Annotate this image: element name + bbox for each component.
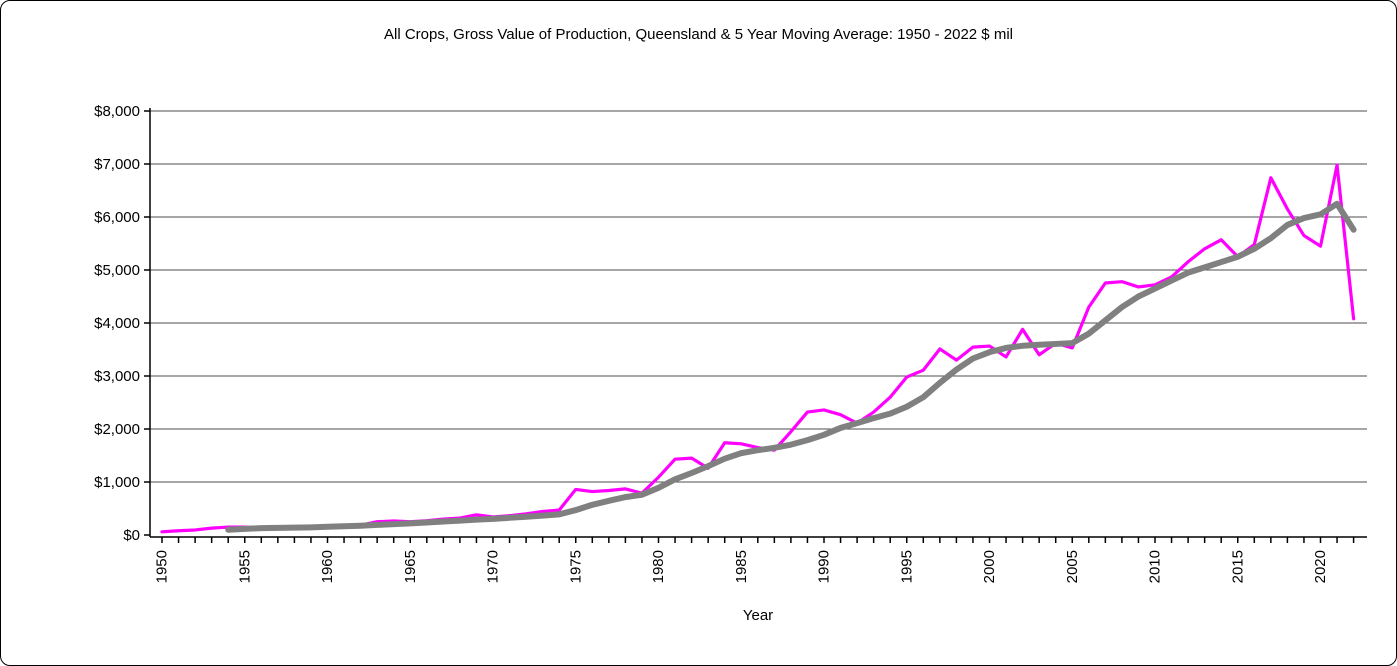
x-tick-label: 1970 bbox=[485, 550, 502, 583]
chart-title: All Crops, Gross Value of Production, Qu… bbox=[384, 26, 1013, 43]
x-axis-title: Year bbox=[742, 607, 774, 624]
x-tick-label: 2020 bbox=[1312, 550, 1329, 583]
x-tick-label: 1995 bbox=[898, 550, 915, 583]
series-line-5-year-moving-average bbox=[225, 200, 1357, 533]
y-tick-label: $0 bbox=[123, 527, 140, 544]
x-tick-label: 2005 bbox=[1064, 550, 1081, 583]
x-tick-label: 2010 bbox=[1147, 550, 1164, 583]
y-tick-label: $8,000 bbox=[94, 103, 140, 120]
y-tick-label: $4,000 bbox=[94, 315, 140, 332]
x-tick-label: 1950 bbox=[154, 550, 171, 583]
x-tick-label: 1990 bbox=[816, 550, 833, 583]
x-tick-label: 1960 bbox=[319, 550, 336, 583]
y-tick-label: $1,000 bbox=[94, 474, 140, 491]
y-tick-label: $5,000 bbox=[94, 262, 140, 279]
y-tick-label: $7,000 bbox=[94, 156, 140, 173]
y-tick-label: $6,000 bbox=[94, 209, 140, 226]
x-tick-label: 1975 bbox=[567, 550, 584, 583]
x-tick-label: 1980 bbox=[650, 550, 667, 583]
x-tick-label: 1985 bbox=[733, 550, 750, 583]
x-tick-label: 1965 bbox=[402, 550, 419, 583]
y-tick-label: $3,000 bbox=[94, 368, 140, 385]
x-tick-label: 2000 bbox=[981, 550, 998, 583]
series-line-all-crops-gross-value-of-production bbox=[160, 163, 1356, 534]
x-tick-label: 1955 bbox=[236, 550, 253, 583]
y-tick-label: $2,000 bbox=[94, 421, 140, 438]
x-tick-label: 2015 bbox=[1229, 550, 1246, 583]
